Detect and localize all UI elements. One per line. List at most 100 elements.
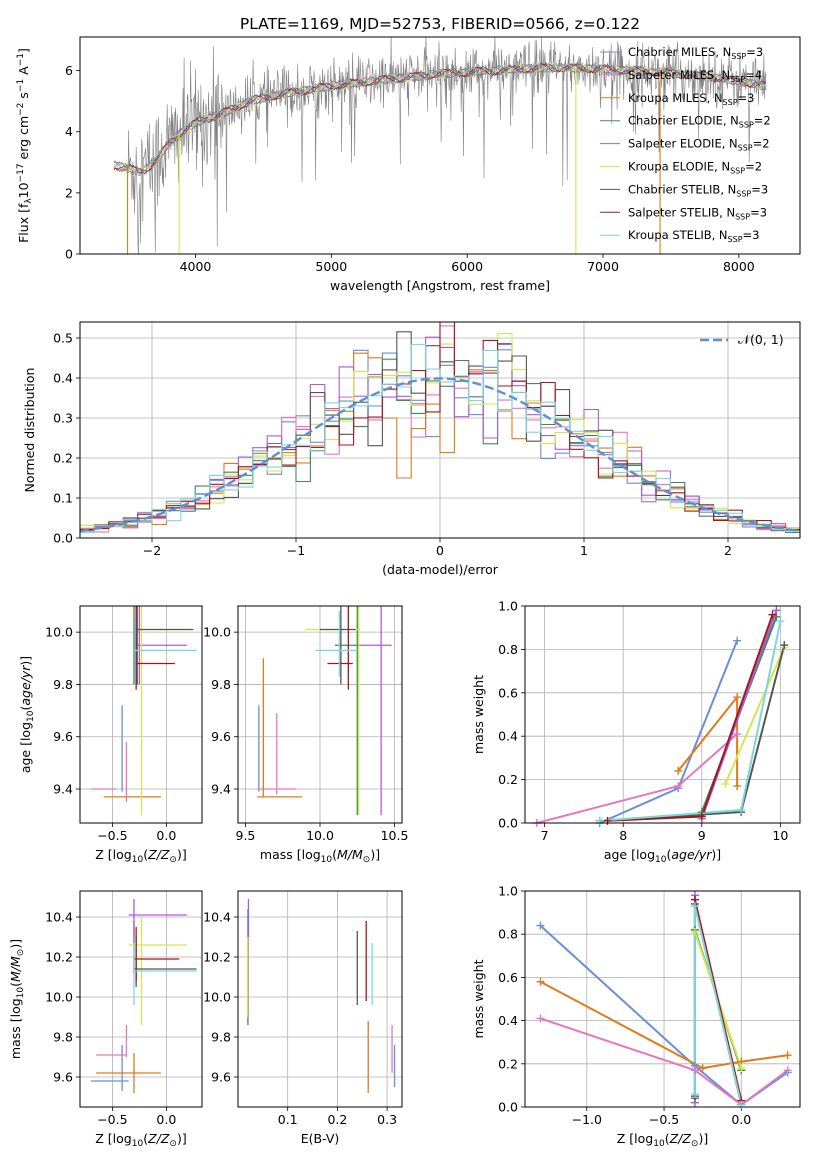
x-axis-label-part: )] [698, 1131, 708, 1146]
legend-label: Kroupa STELIB, NSSP=3 [628, 228, 759, 244]
plot-area [80, 322, 800, 534]
y-tick-label: 9.4 [53, 782, 73, 797]
y-axis-label-part: Flux [f [16, 203, 31, 243]
x-tick-label: −0.5 [97, 1112, 127, 1127]
x-tick-label: 9 [698, 828, 706, 843]
mass-weight-line [539, 980, 788, 1070]
legend-label: Salpeter MILES, NSSP=4 [628, 68, 762, 84]
y-tick-label: 1.0 [498, 599, 518, 614]
x-axis-label-part: )] [370, 847, 380, 862]
axes-frame [79, 890, 203, 1108]
mass-weight-marker [690, 1090, 699, 1099]
y-axis-label-part: −17 [16, 163, 26, 182]
y-tick-label: 10.4 [45, 910, 73, 925]
y-tick-label: 0.1 [53, 491, 73, 506]
axes-frame [237, 890, 403, 1108]
residual-histogram-series [80, 343, 800, 533]
mass-weight-marker [733, 636, 742, 645]
mass-weight-marker [733, 782, 742, 791]
mass_vs_Z-panel: −0.5 0.09.69.810.010.210.4Z [log10(Z/Z⊙)]… [8, 890, 203, 1149]
mass-weight-marker [536, 1014, 545, 1023]
model-spectrum-line [113, 62, 767, 175]
legend-label-subscript: SSP [730, 75, 745, 84]
x-axis-label-part: E(B-V) [301, 1131, 340, 1146]
legend-label-name: Salpeter ELODIE, N [628, 137, 738, 151]
legend-label: 𝒩(0, 1) [738, 332, 784, 347]
mass-weight-marker [733, 730, 742, 739]
x-tick-label: 0.2 [327, 1112, 347, 1127]
y-axis-label-part: A [16, 66, 31, 79]
plot-area [90, 899, 197, 1093]
x-axis-label-part: Z/Z [147, 1131, 170, 1146]
mass-weight-line [724, 646, 786, 785]
legend-label-value: =4 [745, 68, 762, 82]
mass-weight-line [540, 1017, 789, 1107]
legend-label-subscript: SSP [738, 144, 753, 153]
y-tick-label: 0.2 [498, 1056, 518, 1071]
legend-label-subscript: SSP [735, 212, 750, 221]
y-tick-label: 6 [65, 63, 73, 78]
mass-weight-marker [737, 1064, 746, 1073]
legend-label: Salpeter STELIB, NSSP=3 [628, 205, 767, 221]
y-tick-label: 0.2 [498, 772, 518, 787]
x-tick-label: 0.0 [156, 1112, 176, 1127]
x-axis-label: wavelength [Angstrom, rest frame] [330, 278, 550, 293]
model-spectrum-line [113, 62, 767, 176]
x-axis-label-part: Z [log [617, 1131, 653, 1146]
y-axis-label: Normed distribution [22, 368, 37, 493]
y-tick-label: 10.0 [45, 625, 73, 640]
x-tick-label: 1 [580, 543, 588, 558]
x-axis-label-part: )] [177, 847, 187, 862]
y-tick-label: 0.2 [53, 451, 73, 466]
x-tick-label: 8000 [723, 259, 755, 274]
x-axis-label-part: ( [332, 847, 337, 862]
legend-label: Kroupa ELODIE, NSSP=2 [628, 160, 762, 176]
plot-area [90, 606, 197, 816]
y-tick-label: 0 [65, 247, 73, 262]
mass-weight-marker [721, 779, 730, 788]
y-tick-label: 10.2 [203, 950, 231, 965]
x-axis-label-part: ⊙ [363, 855, 371, 865]
legend-label-value: =3 [746, 45, 763, 59]
legend-label-name: Salpeter STELIB, N [628, 205, 735, 219]
legend-label-value: =3 [751, 182, 768, 196]
x-axis-label: Z [log10(Z/Z⊙)] [617, 1131, 708, 1149]
legend-label-value: =2 [753, 137, 770, 151]
y-tick-label: 0.0 [498, 1100, 518, 1115]
x-tick-label: −0.5 [97, 828, 127, 843]
y-tick-label: 10.2 [45, 950, 73, 965]
legend-label-subscript: SSP [736, 189, 751, 198]
x-tick-label: −1.0 [572, 1112, 602, 1127]
y-axis-label-part: mass [log [8, 998, 23, 1059]
plot-area [257, 606, 392, 816]
y-axis-label-part: age [log [18, 722, 33, 773]
legend-label-subscript: SSP [739, 121, 754, 130]
mass-weight-marker [780, 641, 789, 650]
mass-weight-marker [536, 977, 545, 986]
x-tick-label: 0.0 [156, 828, 176, 843]
x-axis-label-part: ⊙ [169, 1139, 177, 1149]
x-axis-label-part: Z/Z [147, 847, 170, 862]
x-tick-label: 2 [724, 543, 732, 558]
x-tick-label: 0 [436, 543, 444, 558]
y-tick-label: 1.0 [498, 884, 518, 899]
x-axis-label: mass [log10(M/M⊙)] [260, 847, 380, 865]
y-tick-label: 9.8 [53, 1030, 73, 1045]
y-tick-label: 10.0 [45, 990, 73, 1005]
y-axis-label-part: −2 [16, 103, 26, 116]
mass-weight-marker [737, 1100, 746, 1109]
y-axis-label-part: 10 [16, 182, 31, 198]
axes-frame [524, 890, 801, 1108]
age_vs_Z-panel: −0.5 0.09.49.69.810.0Z [log10(Z/Z⊙)]age [… [18, 605, 203, 865]
legend-label: Chabrier MILES, NSSP=3 [628, 45, 763, 61]
y-tick-label: 0.0 [53, 531, 73, 546]
legend-label-subscript: SSP [728, 235, 743, 244]
y-tick-label: 0.3 [53, 411, 73, 426]
y-tick-label: 0.8 [498, 642, 518, 657]
axes-frame [237, 605, 403, 824]
x-axis-label-part: Z [log [95, 1131, 131, 1146]
axes-frame [79, 36, 801, 255]
y-axis-label-part: age/yr [18, 665, 33, 706]
y-axis-label-part: M/M [8, 956, 23, 982]
